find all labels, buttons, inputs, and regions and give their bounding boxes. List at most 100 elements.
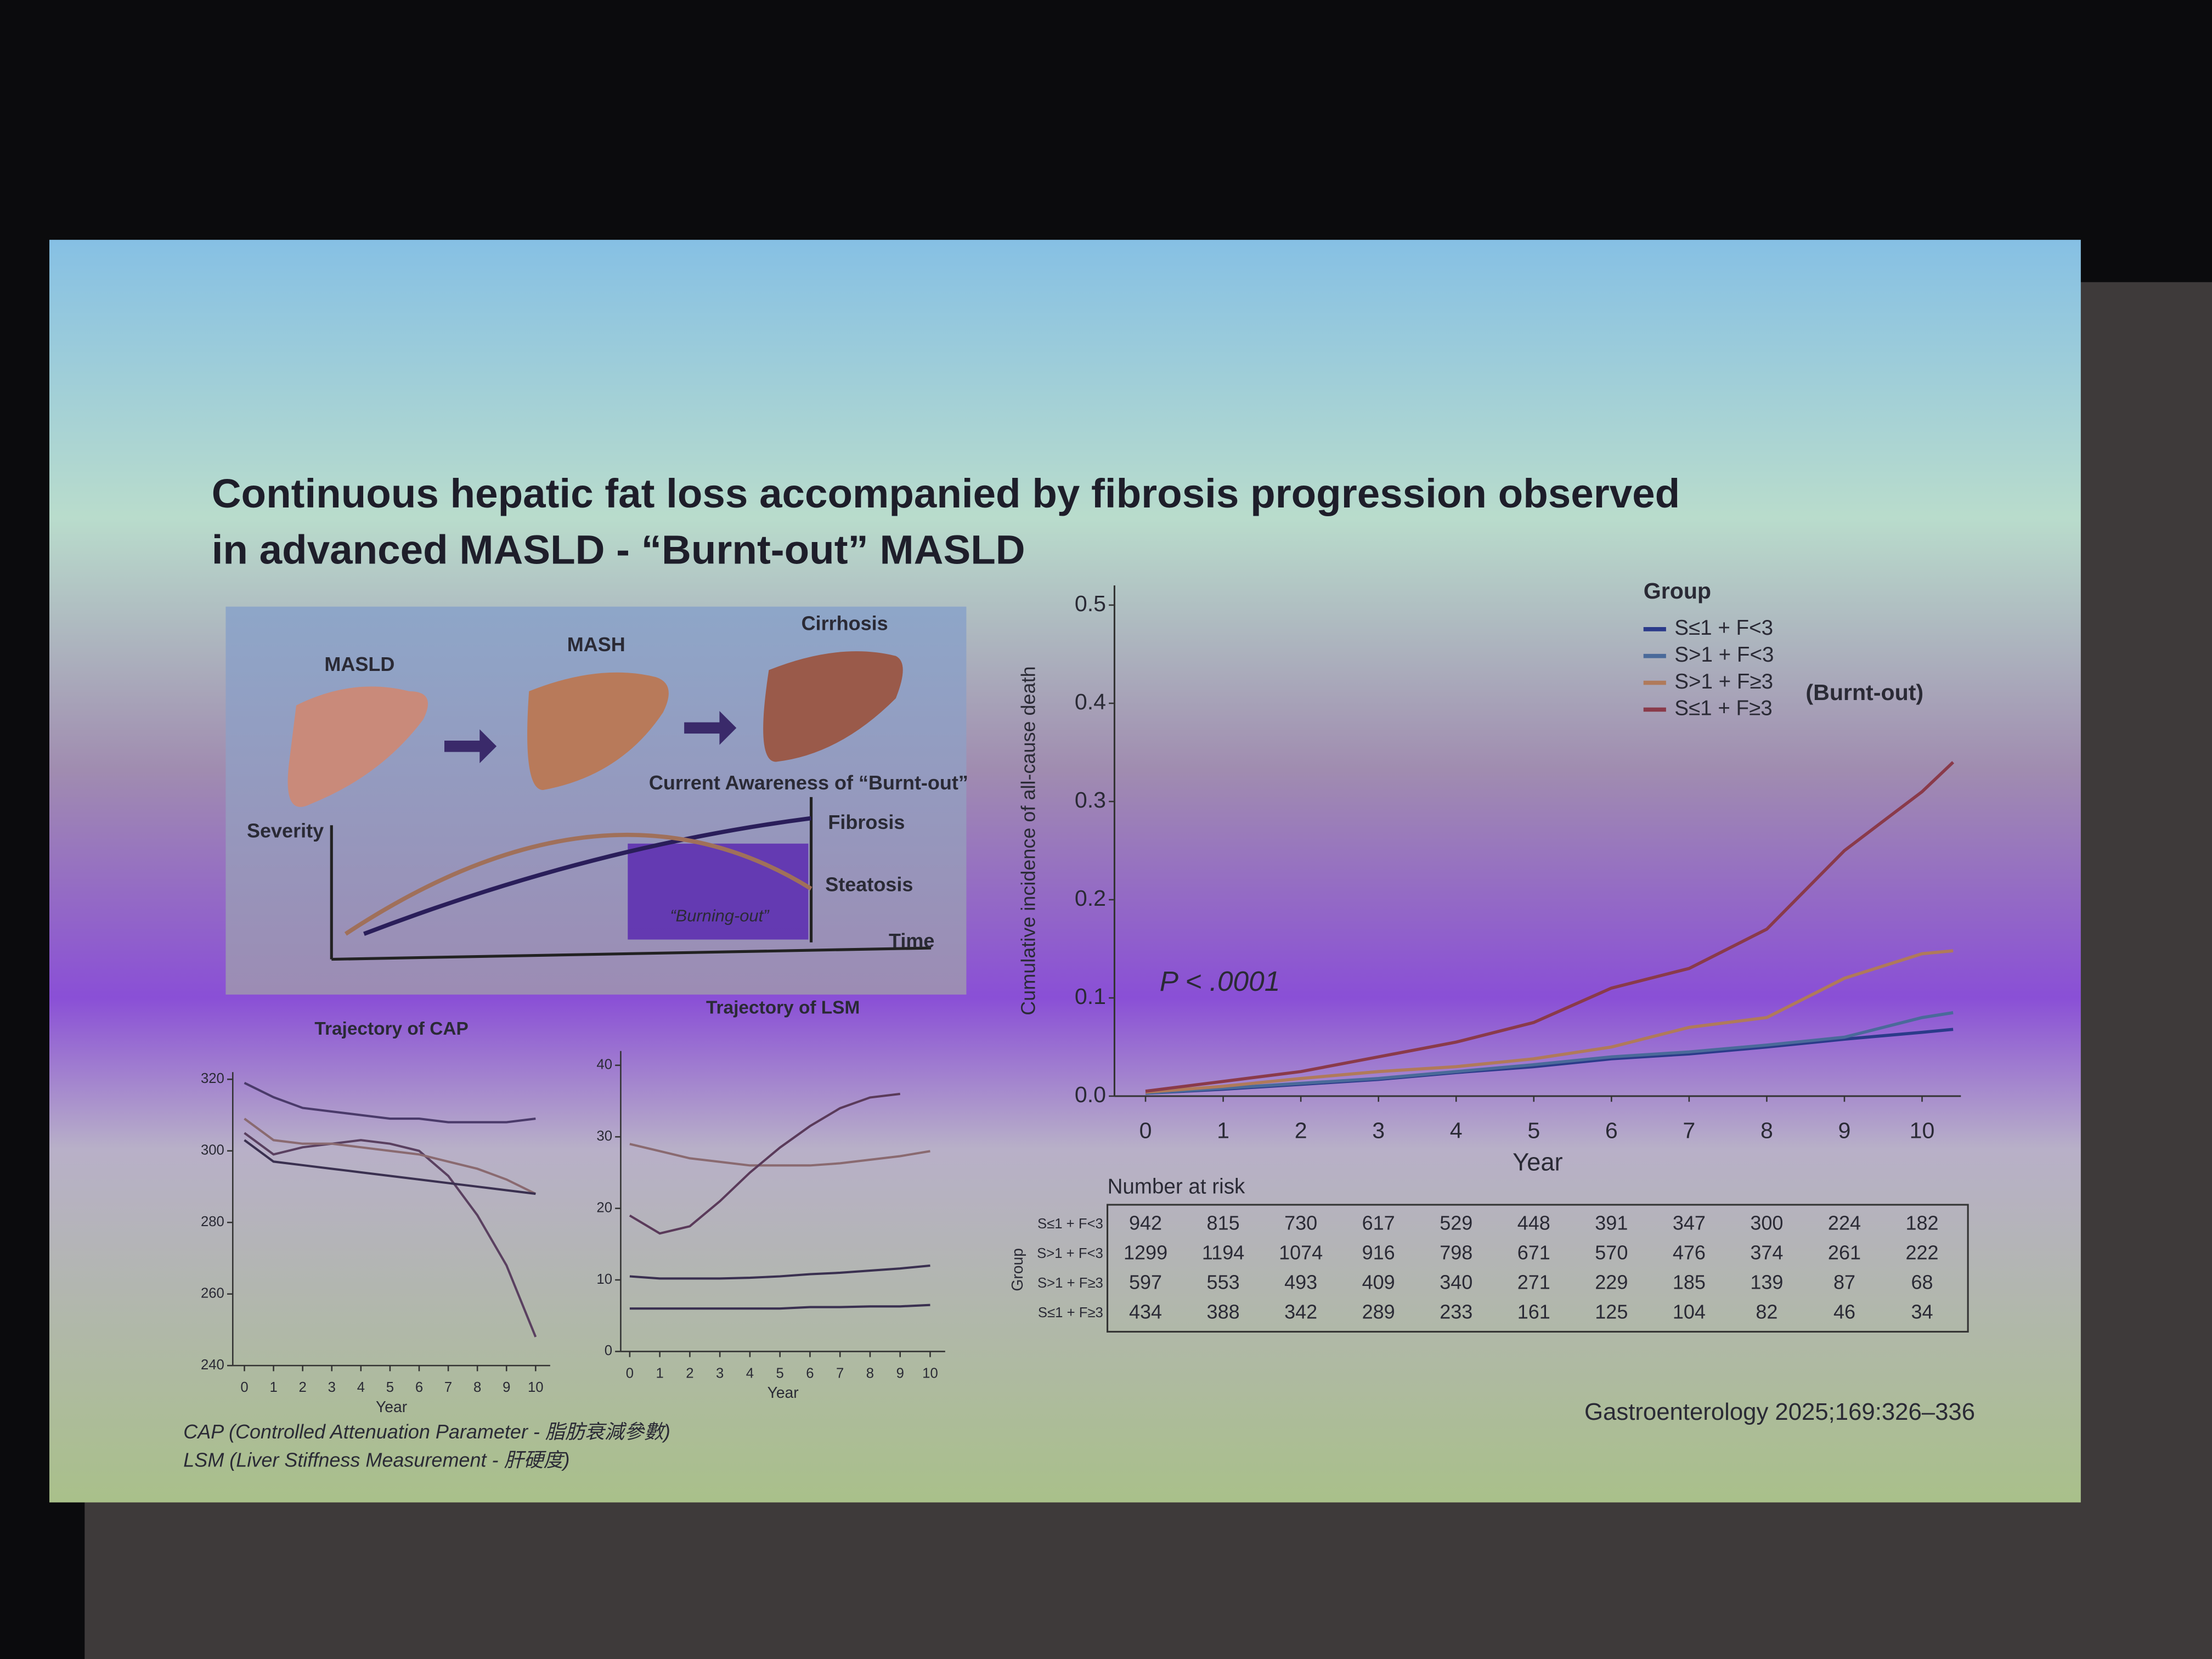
risk-value: 271: [1517, 1271, 1550, 1294]
y-tick-label: 0: [605, 1343, 612, 1358]
x-tick-label: 0: [240, 1380, 248, 1395]
legend-label: S>1 + F≥3: [1674, 670, 1773, 693]
risk-value: 434: [1129, 1301, 1162, 1323]
y-tick-label: 0.4: [1075, 689, 1106, 714]
risk-value: 815: [1207, 1212, 1240, 1234]
y-tick-label: 20: [596, 1200, 612, 1215]
x-tick-label: 8: [473, 1380, 481, 1395]
time-label: Time: [889, 929, 934, 952]
risk-value: 730: [1284, 1212, 1317, 1234]
x-tick-label: 10: [1910, 1118, 1935, 1143]
y-tick-label: 0.5: [1075, 591, 1106, 616]
risk-value: 1074: [1279, 1242, 1323, 1264]
legend-label: S>1 + F<3: [1674, 643, 1774, 667]
risk-value: 374: [1750, 1242, 1783, 1264]
burning-label: “Burning-out”: [670, 906, 770, 926]
risk-value: 391: [1595, 1212, 1628, 1234]
risk-value: 409: [1362, 1271, 1395, 1294]
stage-label: MASH: [567, 633, 625, 656]
risk-value: 1194: [1202, 1242, 1244, 1264]
risk-value: 347: [1673, 1212, 1706, 1234]
series-line: [244, 1082, 536, 1124]
y-tick-label: 0.0: [1075, 1082, 1106, 1107]
x-tick-label: 0: [626, 1365, 634, 1381]
risk-value: 222: [1905, 1242, 1938, 1264]
y-tick-label: 0.3: [1075, 787, 1106, 812]
y-tick-label: 10: [596, 1272, 612, 1287]
footnote: CAP (Controlled Attenuation Parameter - …: [183, 1420, 670, 1443]
x-tick-label: 5: [386, 1380, 394, 1395]
risk-row-label: S≤1 + F<3: [1037, 1216, 1103, 1232]
risk-value: 597: [1129, 1271, 1162, 1294]
risk-value: 916: [1362, 1242, 1395, 1264]
annotation: (Burnt-out): [1805, 680, 1923, 705]
x-tick-label: 9: [503, 1380, 510, 1395]
x-tick-label: 1: [269, 1380, 277, 1395]
y-tick-label: 320: [201, 1071, 224, 1086]
y-tick-label: 240: [201, 1357, 224, 1373]
chart-title: Trajectory of CAP: [314, 1019, 468, 1039]
risk-value: 261: [1828, 1242, 1861, 1264]
risk-value: 182: [1905, 1212, 1938, 1234]
series-line: [629, 1304, 930, 1310]
x-tick-label: 7: [444, 1380, 452, 1395]
risk-value: 1299: [1124, 1242, 1167, 1264]
risk-row-label: S≤1 + F≥3: [1038, 1305, 1103, 1321]
risk-value: 476: [1673, 1242, 1706, 1264]
liver: [287, 686, 428, 807]
awareness-label: Current Awareness of “Burnt-out”: [649, 771, 968, 794]
series-line: [1145, 949, 1954, 1094]
series-line: [629, 1143, 930, 1167]
legend-title: Group: [1644, 578, 1711, 603]
risk-value: 493: [1284, 1271, 1317, 1294]
risk-value: 161: [1517, 1301, 1550, 1323]
x-tick-label: 1: [656, 1365, 663, 1381]
severity-label: Severity: [247, 820, 324, 842]
y-tick-label: 40: [596, 1057, 612, 1073]
x-tick-label: 0: [1139, 1118, 1152, 1143]
series-line: [629, 1264, 930, 1280]
slide-title: in advanced MASLD - “Burnt-out” MASLD: [212, 527, 1025, 573]
diagram: MASLD MASH Cirrhosis Current Awareness o…: [225, 606, 968, 995]
risk-value: 289: [1362, 1301, 1395, 1323]
liver: [763, 651, 903, 762]
x-tick-label: 10: [528, 1380, 544, 1395]
x-tick-label: 2: [299, 1380, 307, 1395]
risk-value: 671: [1517, 1242, 1550, 1264]
risk-value: 229: [1595, 1271, 1628, 1294]
x-tick-label: 4: [357, 1380, 365, 1395]
risk-row-label: S>1 + F≥3: [1037, 1276, 1103, 1291]
risk-value: 342: [1284, 1301, 1317, 1323]
stage-label: Cirrhosis: [802, 612, 888, 635]
risk-row-label: S>1 + F<3: [1037, 1246, 1103, 1261]
stage-label: MASLD: [324, 653, 394, 675]
y-tick-label: 0.2: [1075, 885, 1106, 911]
risk-value: 529: [1440, 1212, 1472, 1234]
y-tick-label: 0.1: [1075, 984, 1106, 1009]
x-axis-label: Year: [376, 1398, 407, 1415]
series-line: [1145, 1011, 1954, 1095]
steatosis-curve: [344, 832, 812, 936]
series-line: [1145, 761, 1955, 1093]
arrow: [444, 729, 497, 764]
risk-value: 82: [1756, 1301, 1778, 1323]
citation: Gastroenterology 2025;169:326–336: [1584, 1398, 1975, 1425]
x-tick-label: 1: [1217, 1118, 1229, 1143]
x-tick-label: 7: [836, 1365, 844, 1381]
y-axis-label: Cumulative incidence of all-cause death: [1017, 666, 1040, 1015]
risk-value: 570: [1595, 1242, 1628, 1264]
x-tick-label: 2: [686, 1365, 693, 1381]
y-tick-label: 260: [201, 1285, 224, 1301]
risk-value: 553: [1207, 1271, 1240, 1294]
risk-value: 300: [1750, 1212, 1783, 1234]
series-line: [629, 1092, 900, 1235]
x-tick-label: 5: [776, 1365, 784, 1381]
burning-box: [628, 843, 809, 940]
risk-value: 224: [1828, 1212, 1861, 1234]
x-tick-label: 4: [1450, 1118, 1463, 1143]
legend-label: S≤1 + F≥3: [1674, 697, 1772, 720]
slide-title: Continuous hepatic fat loss accompanied …: [212, 470, 1680, 516]
x-tick-label: 3: [1372, 1118, 1385, 1143]
risk-value: 233: [1440, 1301, 1472, 1323]
fibrosis-label: Fibrosis: [828, 811, 905, 833]
